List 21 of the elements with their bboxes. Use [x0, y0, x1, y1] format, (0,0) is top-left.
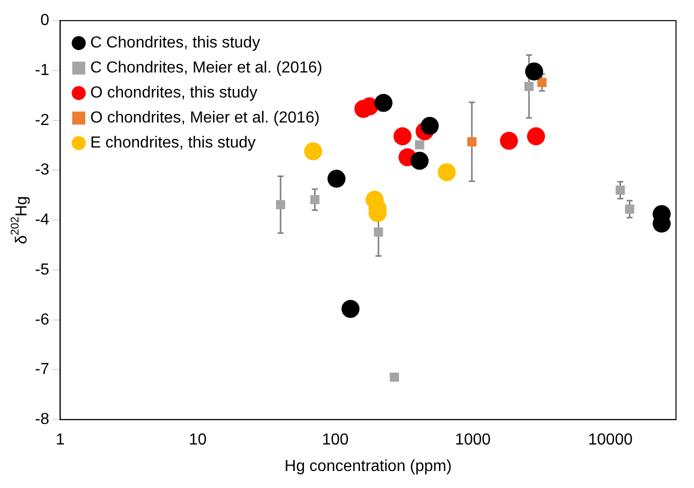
x-tick-label: 10 — [188, 432, 207, 449]
y-tick-label: 0 — [40, 12, 50, 30]
legend-label: O chondrites, Meier et al. (2016) — [90, 110, 320, 127]
y-tick-label: -8 — [34, 411, 50, 428]
y-tick-label: -1 — [34, 62, 50, 79]
legend-label: E chondrites, this study — [90, 134, 256, 152]
y-tick-label: -4 — [34, 212, 50, 229]
legend-label: C Chondrites, Meier et al. (2016) — [90, 60, 322, 77]
y-tick-label: -6 — [34, 311, 50, 328]
x-tick-label: 10000 — [588, 432, 633, 449]
x-tick-label: 100 — [322, 432, 349, 449]
x-axis-title: Hg concentration (ppm) — [284, 458, 452, 475]
x-tick-label: 1 — [56, 432, 65, 449]
y-axis-title: δ202Hg — [10, 196, 30, 244]
y-tick-label: -5 — [34, 261, 50, 278]
legend-label: O chondrites, this study — [90, 84, 258, 102]
y-tick-label: -7 — [34, 361, 50, 378]
x-tick-label: 1000 — [455, 432, 491, 449]
y-tick-label: -2 — [34, 112, 50, 129]
legend-label: C Chondrites, this study — [90, 34, 260, 52]
y-tick-label: -3 — [34, 162, 50, 179]
